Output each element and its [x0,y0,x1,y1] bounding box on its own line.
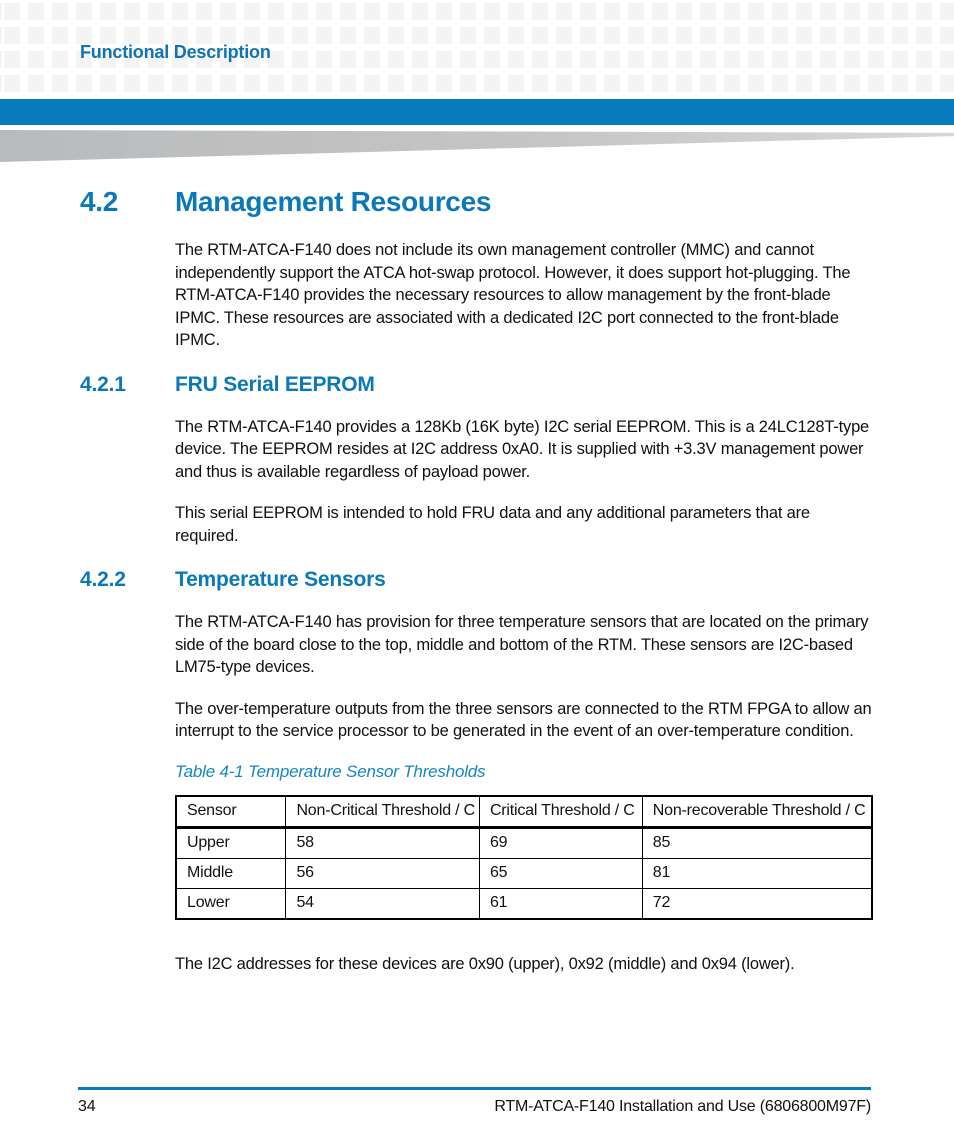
cell-nonrecoverable: 81 [641,857,873,889]
footer-page-number: 34 [78,1098,96,1115]
footer-doc-title: RTM-ATCA-F140 Installation and Use (6806… [494,1098,871,1115]
cell-noncritical: 56 [285,857,480,889]
column-header-nonrecoverable: Non-recoverable Threshold / C [641,795,873,829]
subsection-heading-sensors: 4.2.2 Temperature Sensors [80,567,872,593]
eeprom-paragraph-2: This serial EEPROM is intended to hold F… [175,504,810,545]
subsection-number: 4.2.1 [80,372,126,396]
cell-noncritical: 54 [285,887,480,919]
section-heading: 4.2 Management Resources [80,186,872,218]
table-header-row: Sensor Non-Critical Threshold / C Critic… [175,795,873,829]
cell-critical: 69 [478,826,643,859]
cell-nonrecoverable: 85 [641,826,873,859]
header-blue-bar [0,99,954,125]
sensors-paragraph-1: The RTM-ATCA-F140 has provision for thre… [175,613,869,676]
cell-sensor: Upper [175,826,287,859]
table-row: Upper 58 69 85 [175,826,873,859]
section-title: Management Resources [175,186,492,217]
table-row: Middle 56 65 81 [175,857,873,889]
column-header-sensor: Sensor [175,795,287,829]
subsection-heading-eeprom: 4.2.1 FRU Serial EEPROM [80,372,872,398]
table-row: Lower 54 61 72 [175,887,873,919]
column-header-critical: Critical Threshold / C [478,795,643,829]
cell-nonrecoverable: 72 [641,887,873,919]
sensors-paragraph-2: The over-temperature outputs from the th… [175,699,872,741]
cell-critical: 65 [478,857,643,889]
subsection-number: 4.2.2 [80,568,126,591]
footer: 34 RTM-ATCA-F140 Installation and Use (6… [78,1098,871,1116]
subsection-title: FRU Serial EEPROM [175,372,375,396]
footer-blue-rule [78,1087,871,1090]
page-content: 4.2 Management Resources The RTM-ATCA-F1… [80,162,873,994]
cell-sensor: Lower [175,887,287,919]
cell-noncritical: 58 [285,826,480,859]
cell-critical: 61 [478,887,643,919]
section-number: 4.2 [80,186,119,217]
temperature-thresholds-table: Sensor Non-Critical Threshold / C Critic… [175,794,873,920]
cell-sensor: Middle [175,857,287,889]
running-header-title: Functional Description [80,42,271,62]
table-caption: Table 4-1 Temperature Sensor Thresholds [175,761,486,781]
header-gray-wedge [0,130,954,162]
column-header-noncritical: Non-Critical Threshold / C [285,795,480,829]
subsection-title: Temperature Sensors [175,568,386,591]
i2c-addresses-paragraph: The I2C addresses for these devices are … [175,954,795,973]
eeprom-paragraph-1: The RTM-ATCA-F140 provides a 128Kb (16K … [175,417,870,481]
section-intro-paragraph: The RTM-ATCA-F140 does not include its o… [175,241,851,349]
header-checker-pattern [0,0,954,93]
